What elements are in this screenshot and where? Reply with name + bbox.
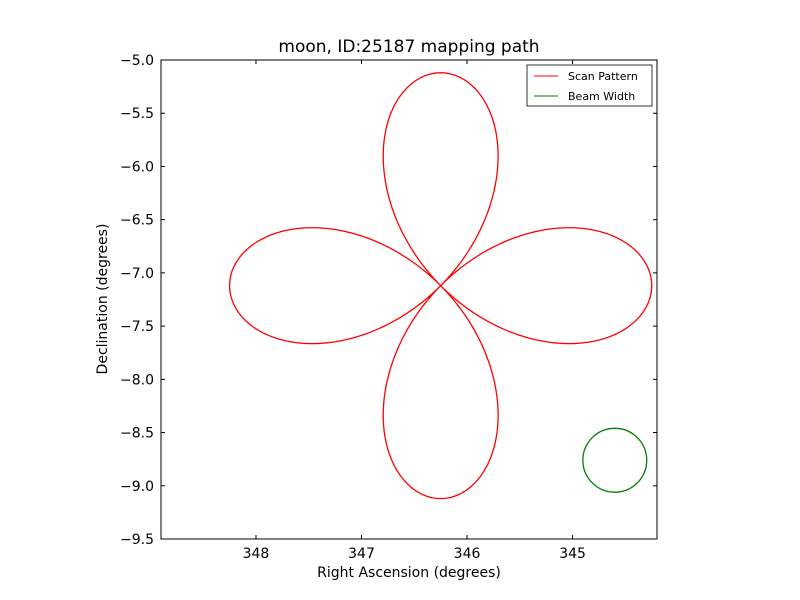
y-axis-label: Declination (degrees) <box>95 224 111 375</box>
y-tick-label: −7.5 <box>120 319 154 335</box>
x-tick-label: 345 <box>559 546 586 562</box>
legend-box <box>526 64 653 107</box>
y-tick-label: −8.5 <box>120 426 154 442</box>
x-tick-label: 347 <box>348 546 375 562</box>
legend-scan-pattern-label: Scan Pattern <box>568 70 638 83</box>
y-tick-label: −8.0 <box>120 372 154 388</box>
x-axis-label: Right Ascension (degrees) <box>317 565 501 581</box>
plot-series <box>228 72 653 500</box>
y-tick-label: −9.0 <box>120 479 154 495</box>
beam-width-circle <box>582 427 648 493</box>
y-tick-label: −5.5 <box>120 106 154 122</box>
x-tick-label: 348 <box>243 546 270 562</box>
scan-pattern-line <box>228 72 653 500</box>
plot-frame <box>160 59 658 540</box>
x-tick-label: 346 <box>454 546 481 562</box>
y-tick-label: −6.5 <box>120 213 154 229</box>
ticks: 348 347 346 345 −5.0 −5.5 −6.0 −6.5 −7.0 −7.5 −8.0… <box>120 53 657 562</box>
y-tick-label: −5.0 <box>120 53 154 69</box>
legend-beam-width-label: Beam Width <box>568 90 635 103</box>
y-tick-label: −6.0 <box>120 159 154 175</box>
y-tick-label: −7.0 <box>120 266 154 282</box>
plot-area <box>228 72 653 500</box>
legend: Scan Pattern Beam Width <box>526 64 653 107</box>
y-tick-label: −9.5 <box>120 532 154 548</box>
chart-title: moon, ID:25187 mapping path <box>278 37 539 57</box>
